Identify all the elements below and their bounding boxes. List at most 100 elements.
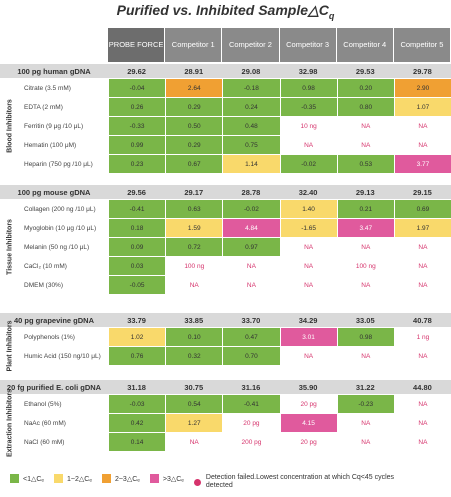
legend-label: <1△Cₑ bbox=[23, 475, 45, 483]
delta-cq-cell: 3.47 bbox=[336, 219, 394, 237]
delta-cq-cell: 0.53 bbox=[336, 155, 394, 173]
delta-cq-cell: 0.42 bbox=[108, 414, 166, 432]
baseline-value: 33.70 bbox=[241, 315, 261, 325]
delta-cq-cell: 0.97 bbox=[222, 238, 280, 256]
delta-cq-cell: NA bbox=[393, 276, 451, 294]
delta-cq-cell: NA bbox=[279, 257, 337, 275]
baseline-value: 33.85 bbox=[184, 315, 204, 325]
delta-cq-cell: NA bbox=[393, 347, 451, 365]
delta-cq-cell: 100 ng bbox=[336, 257, 394, 275]
baseline-value: 29.56 bbox=[127, 187, 146, 197]
inhibitor-label: Ferritin (9 μg /10 μL) bbox=[20, 117, 108, 135]
delta-cq-cell: 0.98 bbox=[336, 328, 394, 346]
section-label: 100 pg human gDNA bbox=[17, 66, 91, 76]
legend-item: 2~3△Cₑ bbox=[101, 474, 140, 483]
inhibitor-label: Ethanol (5%) bbox=[20, 395, 108, 413]
table-section: 100 pg mouse gDNA 29.56 29.17 28.78 32.40 29.… bbox=[0, 185, 451, 294]
delta-cq-cell: -1.65 bbox=[279, 219, 337, 237]
table-row: EDTA (2 mM) 0.26 0.29 0.24 -0.35 0.80 1.07 bbox=[20, 97, 451, 116]
delta-cq-cell: 0.29 bbox=[165, 98, 223, 116]
delta-cq-cell: -0.02 bbox=[222, 200, 280, 218]
delta-cq-cell: 1.40 bbox=[279, 200, 337, 218]
delta-cq-cell: 20 pg bbox=[279, 433, 337, 451]
delta-cq-cell: 0.70 bbox=[222, 347, 280, 365]
column-header: Competitor 2 bbox=[222, 28, 280, 62]
baseline-value: 29.15 bbox=[413, 187, 432, 197]
category-text: Extraction Inhibitors bbox=[6, 388, 14, 457]
inhibitor-label: EDTA (2 mM) bbox=[20, 98, 108, 116]
section-header-row: 20 fg purified E. coli gDNA 31.18 30.75 31.… bbox=[0, 380, 451, 394]
delta-cq-cell: NA bbox=[279, 347, 337, 365]
table-row: Humic Acid (150 ng/10 μL) 0.76 0.32 0.70 NA N… bbox=[20, 346, 451, 365]
inhibitor-label: Humic Acid (150 ng/10 μL) bbox=[20, 347, 108, 365]
delta-cq-cell: 1.02 bbox=[108, 328, 166, 346]
delta-cq-cell: NA bbox=[336, 347, 394, 365]
delta-cq-cell: NA bbox=[165, 276, 223, 294]
table-row: Collagen (200 ng /10 μL) -0.41 0.63 -0.02 1.… bbox=[20, 199, 451, 218]
delta-cq-cell: 2.90 bbox=[393, 79, 451, 97]
delta-cq-cell: NA bbox=[336, 433, 394, 451]
section-label: 100 pg mouse gDNA bbox=[17, 187, 91, 197]
delta-cq-cell: 0.29 bbox=[165, 136, 223, 154]
detection-failed-dot-icon bbox=[193, 478, 201, 486]
legend-label: 1~2△Cₑ bbox=[67, 475, 92, 483]
delta-cq-cell: NA bbox=[336, 238, 394, 256]
delta-cq-cell: 20 pg bbox=[279, 395, 337, 413]
baseline-value: 28.91 bbox=[184, 66, 204, 76]
table-section: 20 fg purified E. coli gDNA 31.18 30.75 31.… bbox=[0, 380, 451, 457]
baseline-value: 33.79 bbox=[127, 315, 146, 325]
baseline-value: 44.80 bbox=[413, 382, 432, 392]
baseline-value: 34.29 bbox=[298, 315, 318, 325]
baseline-value: 29.17 bbox=[184, 187, 204, 197]
delta-cq-cell: 0.48 bbox=[222, 117, 280, 135]
delta-cq-cell: NA bbox=[393, 395, 451, 413]
delta-cq-cell: 0.99 bbox=[108, 136, 166, 154]
delta-cq-cell: -0.35 bbox=[279, 98, 337, 116]
table-section: 40 pg grapevine gDNA 33.79 33.85 33.70 34.29… bbox=[0, 313, 451, 372]
delta-cq-cell: NA bbox=[393, 433, 451, 451]
delta-cq-cell: 0.80 bbox=[336, 98, 394, 116]
delta-cq-cell: NA bbox=[393, 238, 451, 256]
inhibitor-label: Heparin (750 pg /10 μL) bbox=[20, 155, 108, 173]
delta-cq-cell: 20 pg bbox=[222, 414, 280, 432]
table-row: Polyphenols (1%) 1.02 0.10 0.47 3.01 0.98 1 ng bbox=[20, 327, 451, 346]
delta-cq-cell: NA bbox=[336, 414, 394, 432]
delta-cq-cell: 1.97 bbox=[393, 219, 451, 237]
delta-cq-cell: -0.33 bbox=[108, 117, 166, 135]
delta-cq-cell: 0.63 bbox=[165, 200, 223, 218]
delta-cq-cell: NA bbox=[279, 238, 337, 256]
delta-cq-cell: NA bbox=[222, 276, 280, 294]
table-row: Citrate (3.5 mM) -0.04 2.64 -0.18 0.98 0.20 2.… bbox=[20, 78, 451, 97]
delta-cq-cell: 1 ng bbox=[393, 328, 451, 346]
legend-note: Detection failed.Lowest concentration at… bbox=[205, 474, 395, 490]
delta-cq-cell: -0.23 bbox=[336, 395, 394, 413]
delta-cq-cell: NA bbox=[336, 276, 394, 294]
delta-cq-cell: 0.20 bbox=[336, 79, 394, 97]
baseline-value: 31.18 bbox=[127, 382, 146, 392]
baseline-value: 40.78 bbox=[413, 315, 432, 325]
delta-cq-cell: 0.47 bbox=[222, 328, 280, 346]
inhibitor-label: Melanin (50 ng /10 μL) bbox=[20, 238, 108, 256]
category-label: Plant Inhibitors bbox=[0, 321, 20, 372]
delta-cq-cell: 0.76 bbox=[108, 347, 166, 365]
delta-cq-cell: 3.01 bbox=[279, 328, 337, 346]
category-text: Plant Inhibitors bbox=[6, 320, 14, 372]
delta-cq-cell: -0.05 bbox=[108, 276, 166, 294]
delta-cq-cell: 0.54 bbox=[165, 395, 223, 413]
baseline-value: 30.75 bbox=[184, 382, 204, 392]
baseline-value: 31.22 bbox=[355, 382, 375, 392]
column-header: Competitor 1 bbox=[165, 28, 223, 62]
table-row: Myoglobin (10 μg /10 μL) 0.18 1.59 4.84 -1.6… bbox=[20, 218, 451, 237]
inhibitor-label: NaAc (60 mM) bbox=[20, 414, 108, 432]
delta-cq-cell: -0.41 bbox=[222, 395, 280, 413]
legend-swatch bbox=[149, 474, 159, 483]
category-label: Blood Inhibitors bbox=[0, 78, 20, 173]
baseline-value: 29.53 bbox=[355, 66, 375, 76]
table-row: Heparin (750 pg /10 μL) 0.23 0.67 1.14 -0.02… bbox=[20, 154, 451, 173]
delta-cq-cell: 1.07 bbox=[393, 98, 451, 116]
delta-cq-cell: NA bbox=[279, 276, 337, 294]
delta-cq-cell: 0.09 bbox=[108, 238, 166, 256]
delta-cq-cell: 4.84 bbox=[222, 219, 280, 237]
delta-cq-cell: 1.59 bbox=[165, 219, 223, 237]
category-text: Tissue Inhibitors bbox=[6, 218, 14, 275]
